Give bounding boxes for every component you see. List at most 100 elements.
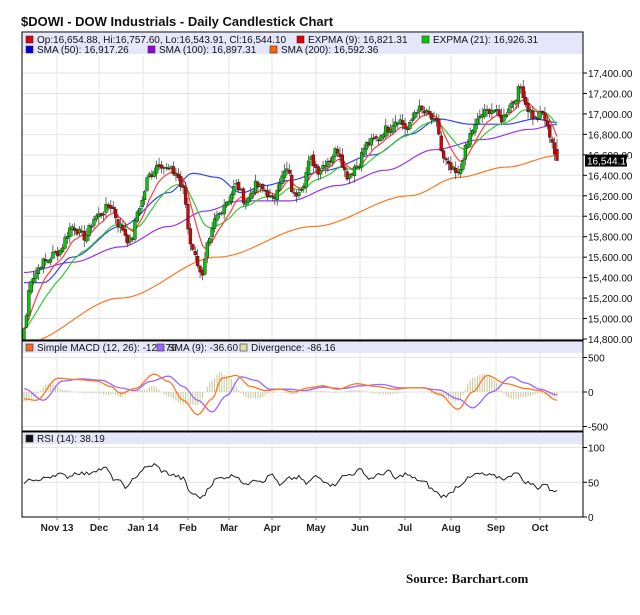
candle-body	[311, 154, 316, 167]
x-axis-label: Jul	[398, 523, 413, 534]
candle-body	[521, 86, 525, 99]
candle-body	[531, 110, 535, 120]
candle-body	[44, 259, 48, 261]
candle-body	[48, 258, 53, 263]
price-axis-label: 15,600.00	[588, 253, 633, 264]
candle-body	[408, 122, 412, 130]
candle-body	[111, 206, 115, 210]
candle-body	[533, 116, 537, 119]
x-axis-label: Aug	[441, 523, 460, 534]
legend-label: Simple MACD (12, 26): -122.76	[37, 343, 177, 354]
candle-body	[215, 214, 219, 221]
candle-body	[193, 250, 197, 255]
candle-body	[536, 117, 540, 120]
chart-canvas: 17,400.0017,200.0017,000.0016,800.0016,6…	[21, 31, 633, 534]
price-axis-label: 17,400.00	[588, 69, 633, 80]
candle-body	[154, 165, 159, 174]
rsi-plot	[23, 463, 558, 500]
last-price-label: 16,544.10	[587, 157, 632, 168]
candle-body	[138, 208, 142, 214]
legend-swatch-icon	[25, 45, 34, 54]
candle-body	[326, 161, 330, 167]
x-axis-label: Sep	[487, 523, 505, 534]
price-axis-label: 16,400.00	[588, 171, 633, 182]
candle-body	[391, 125, 395, 132]
legend-label: SMA (100): 16,897.31	[159, 45, 257, 56]
candle-body	[497, 109, 501, 117]
candle-body	[290, 174, 294, 192]
candle-body	[265, 190, 270, 198]
candle-body	[372, 137, 376, 140]
candle-body	[555, 148, 559, 161]
candle-body	[205, 242, 209, 258]
candle-body	[41, 258, 45, 268]
legend-label: SMA (200): 16,592.36	[281, 45, 379, 56]
price-axis-label: 16,000.00	[588, 212, 633, 223]
candle-body	[249, 193, 253, 200]
legend-swatch-icon	[25, 434, 34, 443]
candle-body	[463, 145, 468, 160]
candle-body	[403, 123, 407, 130]
macd-panel-border	[21, 340, 584, 432]
candle-body	[277, 183, 282, 191]
candle-body	[504, 114, 509, 117]
candle-body	[306, 160, 311, 175]
x-axis-label: Jun	[351, 523, 369, 534]
candle-body	[85, 234, 89, 242]
candle-body	[29, 280, 33, 293]
candle-body	[523, 96, 528, 105]
source-credit: Source: Barchart.com	[406, 571, 529, 586]
candle-body	[113, 208, 118, 219]
rsi-line	[23, 463, 558, 500]
candle-body	[550, 138, 554, 143]
candle-body	[468, 132, 472, 145]
legend-swatch-icon	[25, 343, 34, 352]
candle-body	[123, 229, 127, 236]
candle-body	[449, 162, 453, 171]
legend-label: Divergence: -86.16	[251, 343, 336, 354]
x-axis-label: Feb	[179, 523, 197, 534]
legend-swatch-icon	[269, 45, 278, 54]
rsi-axis-label: 50	[588, 478, 600, 489]
legend-swatch-icon	[239, 343, 248, 352]
candle-body	[145, 177, 149, 191]
candle-body	[429, 113, 434, 120]
candle-body	[437, 118, 441, 135]
macd-legend-band	[22, 342, 583, 353]
expma21-line	[23, 109, 558, 330]
candle-body	[507, 108, 511, 113]
price-axis-label: 15,000.00	[588, 315, 633, 326]
candle-body	[538, 111, 542, 119]
candle-body	[441, 150, 446, 159]
candle-body	[241, 188, 246, 204]
candle-body	[101, 213, 106, 216]
candle-body	[543, 112, 547, 121]
x-axis-label: Apr	[263, 523, 280, 534]
candle-body	[297, 192, 301, 196]
price-legend-band	[22, 33, 583, 54]
candle-body	[72, 227, 77, 231]
legend-swatch-icon	[156, 343, 165, 352]
candle-body	[232, 185, 236, 196]
candle-body	[304, 172, 308, 188]
legend-label: EXPMA (21): 16,926.31	[433, 35, 539, 46]
candle-body	[405, 128, 410, 131]
candle-body	[58, 249, 62, 255]
candle-body	[540, 110, 545, 114]
candle-body	[229, 193, 234, 202]
candle-body	[140, 200, 144, 207]
candle-body	[142, 191, 147, 201]
candle-body	[413, 112, 417, 119]
candle-body	[210, 228, 214, 237]
candle-body	[516, 86, 521, 102]
candle-body	[203, 258, 207, 275]
candle-body	[492, 110, 496, 113]
candle-body	[526, 102, 530, 112]
candle-body	[287, 170, 291, 174]
candle-body	[51, 251, 55, 259]
candle-body	[36, 267, 41, 275]
candle-body	[222, 204, 226, 215]
candle-body	[63, 237, 67, 249]
rsi-axis-label: 0	[588, 513, 594, 524]
macd-line	[23, 373, 558, 416]
